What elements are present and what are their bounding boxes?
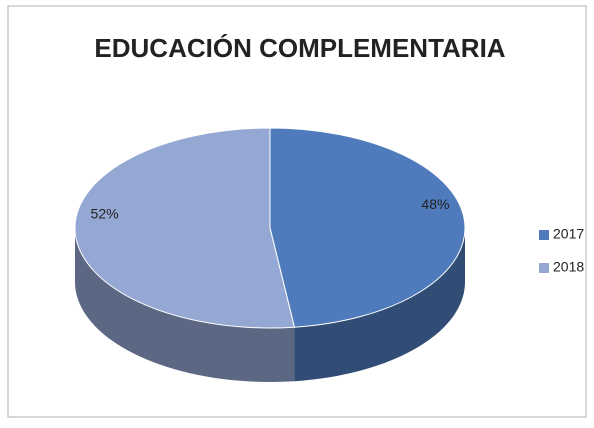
pie-slice [269,127,466,328]
pie-side [75,228,295,382]
chart-title: EDUCACIÓN COMPLEMENTARIA [94,33,505,63]
pie-slice [74,127,296,329]
legend-swatch [539,230,549,240]
data-label: 48% [421,196,449,212]
legend-label: 2018 [553,259,584,275]
pie-side [294,228,465,382]
legend-swatch [539,263,549,273]
data-label: 52% [91,205,119,221]
legend-label: 2017 [553,226,584,242]
